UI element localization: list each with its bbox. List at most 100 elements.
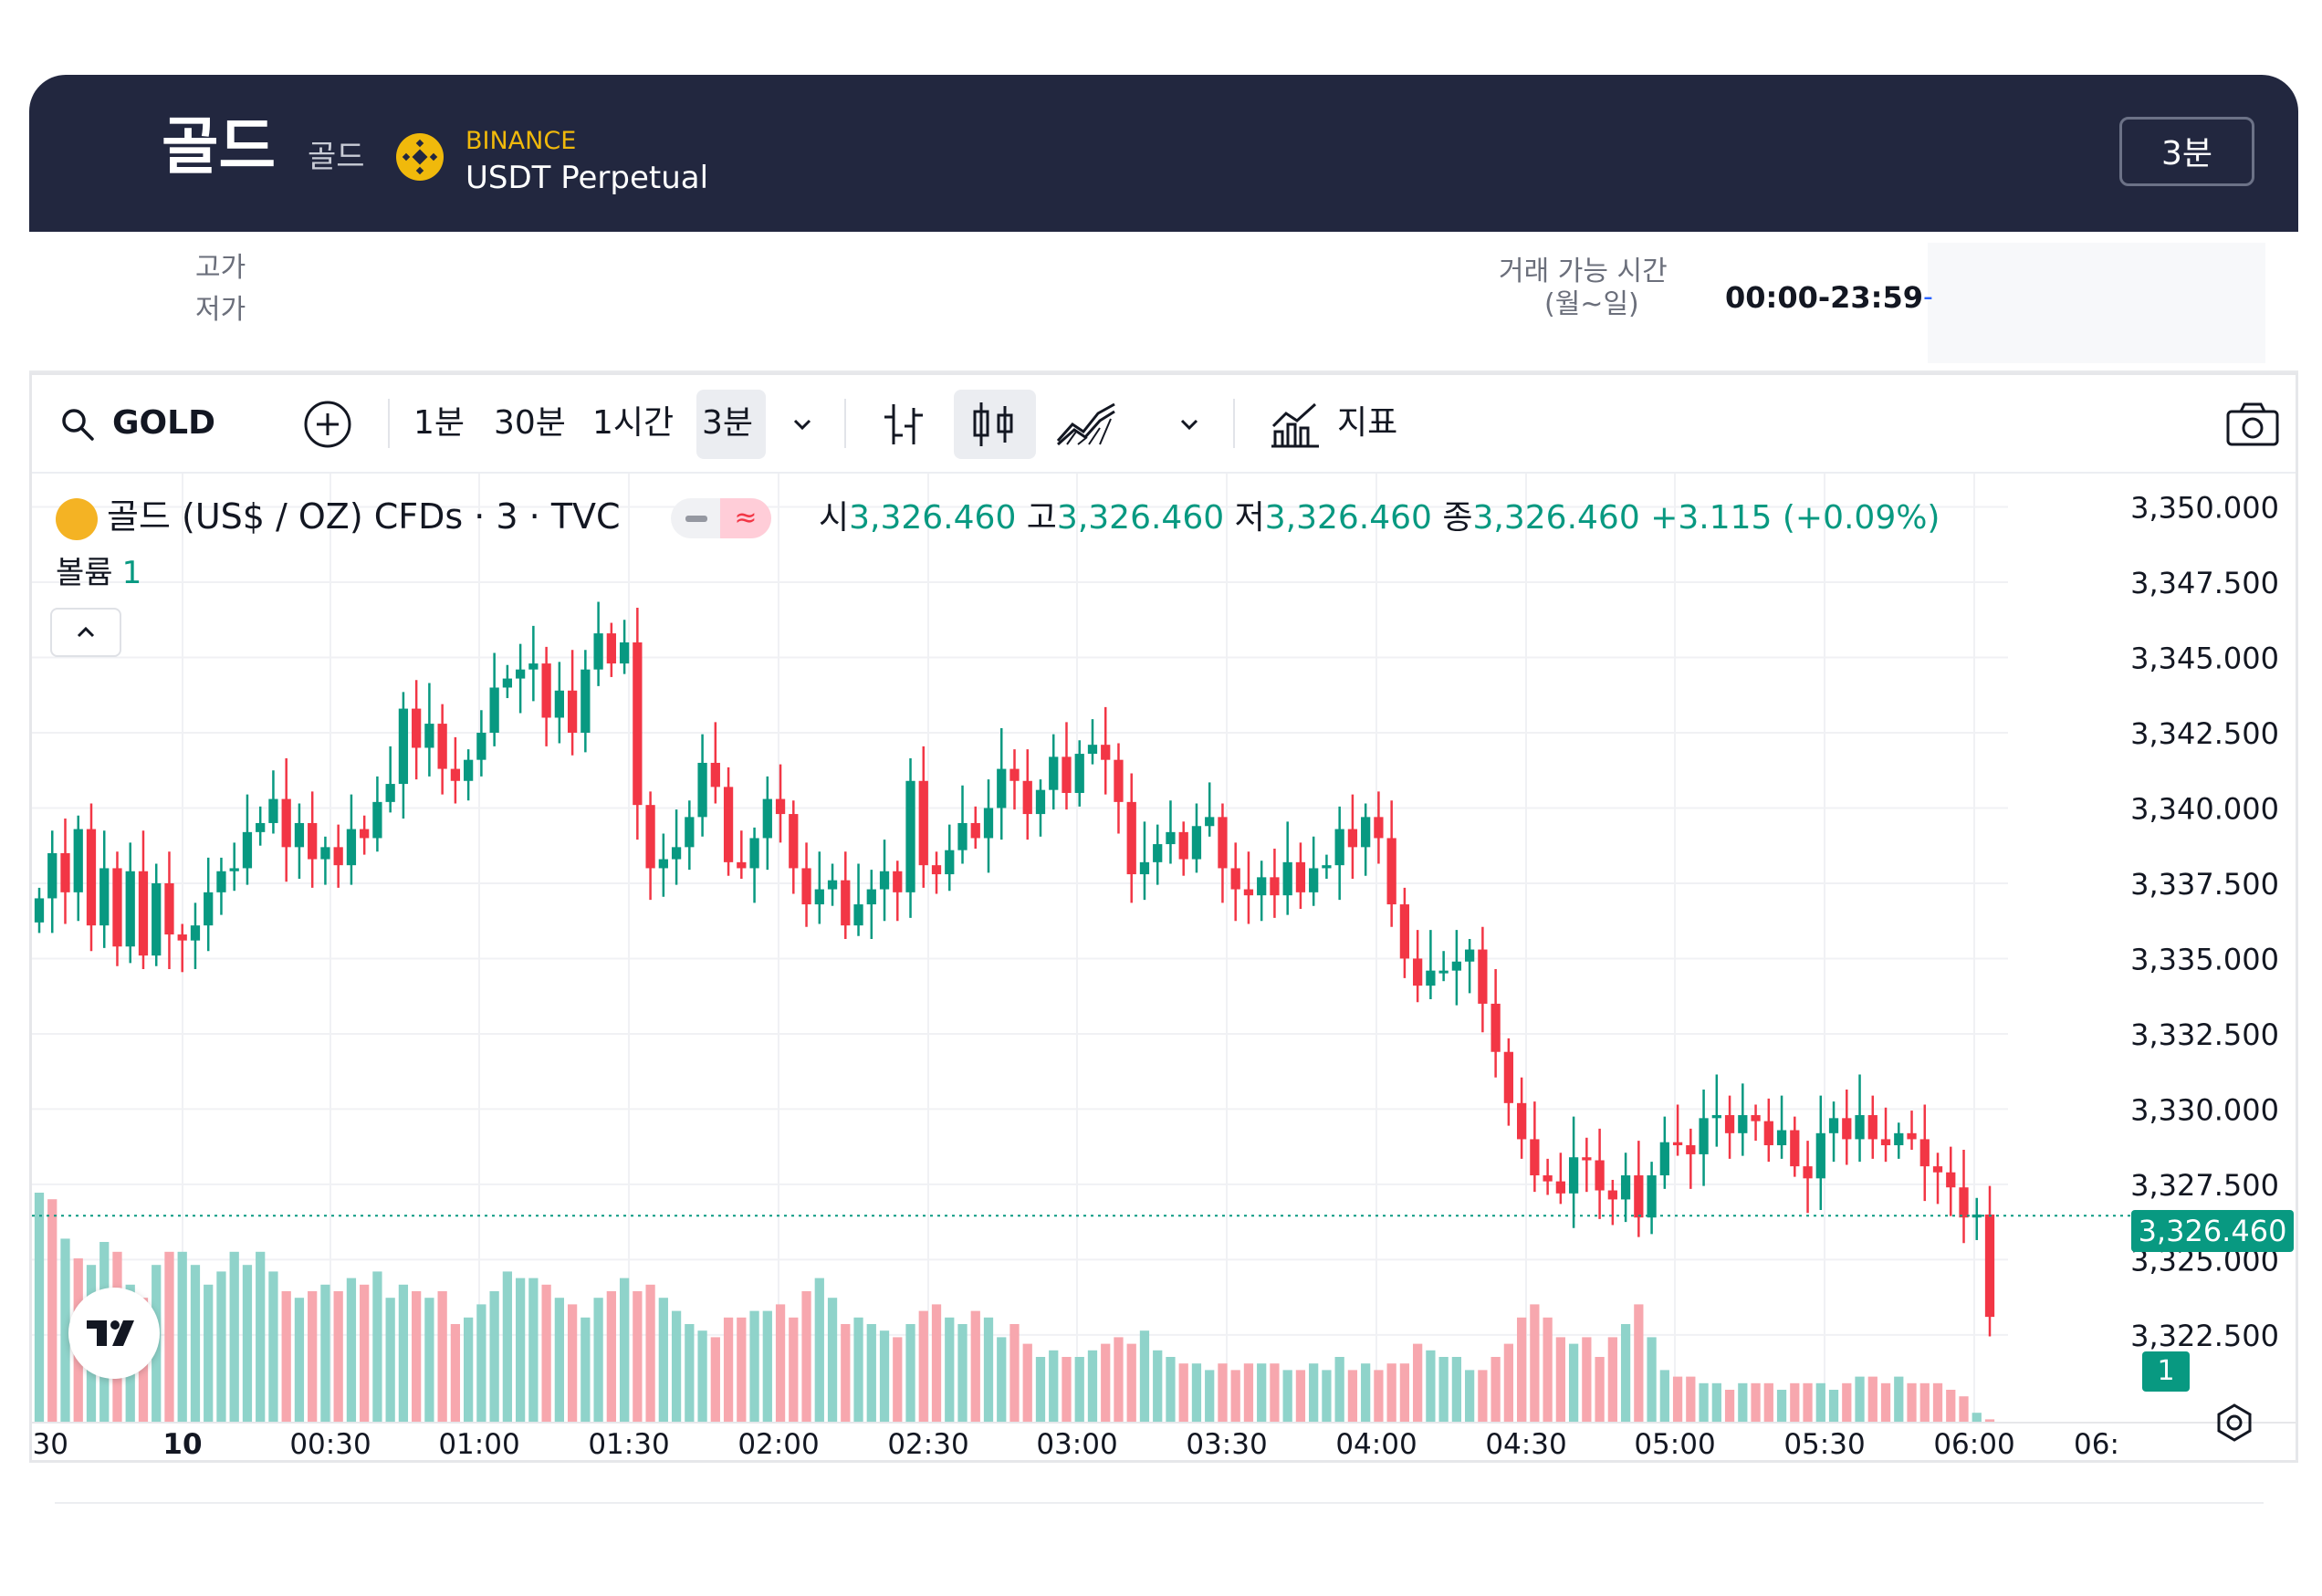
- chevron-down-icon[interactable]: [790, 412, 815, 437]
- trading-hours-days: (월~일): [1544, 288, 1639, 320]
- candle-body: [60, 852, 70, 892]
- candle-body: [554, 690, 564, 718]
- volume-bar: [1166, 1357, 1176, 1423]
- volume-bar: [762, 1310, 772, 1423]
- candle-body: [1699, 1118, 1709, 1154]
- candle-body: [294, 822, 305, 848]
- candle-body: [633, 642, 643, 806]
- volume-bar: [229, 1251, 239, 1423]
- candle-body: [1607, 1190, 1617, 1200]
- volume-bar: [256, 1251, 266, 1423]
- candle-body: [1672, 1142, 1683, 1146]
- candle-body: [1438, 970, 1449, 974]
- close-key: 종: [1442, 499, 1473, 537]
- volume-bar: [1543, 1317, 1553, 1423]
- candle-body: [1568, 1157, 1579, 1194]
- bar-chart-type-icon[interactable]: [881, 399, 928, 450]
- price-chart[interactable]: 3,350.000 3,347.500 3,345.000 3,342.500 3,34…: [23, 474, 2296, 1463]
- candle-body: [1035, 789, 1046, 815]
- volume-bar: [633, 1291, 643, 1423]
- area-chart-type-icon[interactable]: [1054, 401, 1118, 448]
- change-value: +3.115 (+0.09%): [1650, 499, 1940, 537]
- open-key: 시: [819, 499, 850, 537]
- symbol-search[interactable]: GOLD: [112, 404, 215, 442]
- volume-bar: [1139, 1330, 1150, 1423]
- candle-body: [1711, 1115, 1721, 1119]
- settings-icon[interactable]: [2213, 1402, 2255, 1444]
- y-axis-tick-label: 3,340.000: [2130, 791, 2279, 826]
- chart-area[interactable]: 3,350.000 3,347.500 3,345.000 3,342.500 3,34…: [23, 474, 2296, 1463]
- candle-body: [333, 847, 343, 866]
- candle-body: [112, 868, 122, 947]
- candle-body: [1932, 1166, 1943, 1173]
- indicators-icon[interactable]: [1270, 399, 1321, 450]
- volume-bar: [489, 1291, 499, 1423]
- candle-body: [1530, 1139, 1540, 1176]
- volume-bar: [1465, 1370, 1475, 1423]
- interval-3m[interactable]: 3분: [702, 404, 754, 442]
- volume-bar: [554, 1298, 564, 1423]
- candlestick-chart-type-icon[interactable]: [967, 399, 1021, 450]
- indicators-button[interactable]: 지표: [1337, 404, 1398, 442]
- volume-bar: [360, 1284, 370, 1423]
- volume-bar: [619, 1278, 630, 1423]
- chevron-down-icon[interactable]: [1177, 412, 1202, 437]
- volume-bar: [997, 1337, 1007, 1423]
- candle-body: [125, 871, 135, 947]
- candle-body: [1790, 1130, 1800, 1167]
- volume-bar: [970, 1310, 980, 1423]
- interval-button[interactable]: 3분: [2119, 117, 2254, 186]
- candle-body: [619, 642, 630, 664]
- volume-bar: [1361, 1363, 1371, 1423]
- candle-body: [879, 871, 890, 890]
- volume-bar: [749, 1310, 759, 1423]
- tradingview-logo[interactable]: [68, 1288, 160, 1379]
- x-axis-tick-label: 02:00: [737, 1428, 819, 1461]
- volume-bar: [1309, 1363, 1319, 1423]
- low-value: 3,326.460: [1264, 499, 1432, 537]
- volume-bar: [1218, 1363, 1228, 1423]
- candle-body: [1166, 831, 1176, 845]
- volume-bar: [1009, 1324, 1020, 1423]
- legend-toggle[interactable]: ≈: [671, 498, 771, 538]
- last-volume-tag: 1: [2142, 1351, 2190, 1392]
- volume-bar: [1815, 1382, 1825, 1423]
- volume-bar: [464, 1317, 474, 1423]
- volume-bar: [1062, 1357, 1072, 1423]
- collapse-legend-button[interactable]: [50, 608, 121, 657]
- candle-body: [1087, 745, 1098, 755]
- volume-bar: [1243, 1363, 1254, 1423]
- candle-body: [1880, 1139, 1891, 1146]
- volume-bar: [34, 1193, 45, 1423]
- interval-1h[interactable]: 1시간: [592, 404, 675, 442]
- volume-bar: [47, 1199, 58, 1423]
- last-price-tag: 3,326.460: [2131, 1210, 2294, 1252]
- instrument-subtitle: 골드: [308, 139, 365, 175]
- info-bar: 고가 저가 거래 가능 시간 (월~일) 00:00-23:59 -: [29, 232, 2298, 372]
- candle-body: [204, 892, 214, 926]
- volume-bar: [1490, 1357, 1501, 1423]
- camera-icon[interactable]: [2224, 399, 2281, 450]
- candle-body: [685, 817, 695, 848]
- volume-legend: 볼륨 1: [56, 550, 141, 596]
- volume-bar: [1191, 1363, 1202, 1423]
- candle-body: [1634, 1175, 1644, 1218]
- interval-1m[interactable]: 1분: [413, 404, 465, 442]
- volume-bar: [1087, 1350, 1098, 1423]
- candle-body: [997, 768, 1007, 808]
- search-icon[interactable]: [59, 406, 96, 443]
- volume-bar: [333, 1291, 343, 1423]
- volume-bar: [866, 1324, 876, 1423]
- add-symbol-icon[interactable]: [302, 399, 353, 450]
- candle-body: [918, 780, 928, 866]
- volume-bar: [1919, 1382, 1930, 1423]
- candle-body: [1191, 826, 1202, 860]
- pair-name: USDT Perpetual: [465, 160, 709, 196]
- volume-bar: [1426, 1350, 1436, 1423]
- candle-body: [1257, 877, 1267, 896]
- y-axis-tick-label: 3,335.000: [2130, 942, 2279, 976]
- candle-body: [138, 871, 149, 956]
- interval-30m[interactable]: 30분: [494, 404, 566, 442]
- volume-bar: [1126, 1343, 1136, 1423]
- volume-bar: [1803, 1382, 1813, 1423]
